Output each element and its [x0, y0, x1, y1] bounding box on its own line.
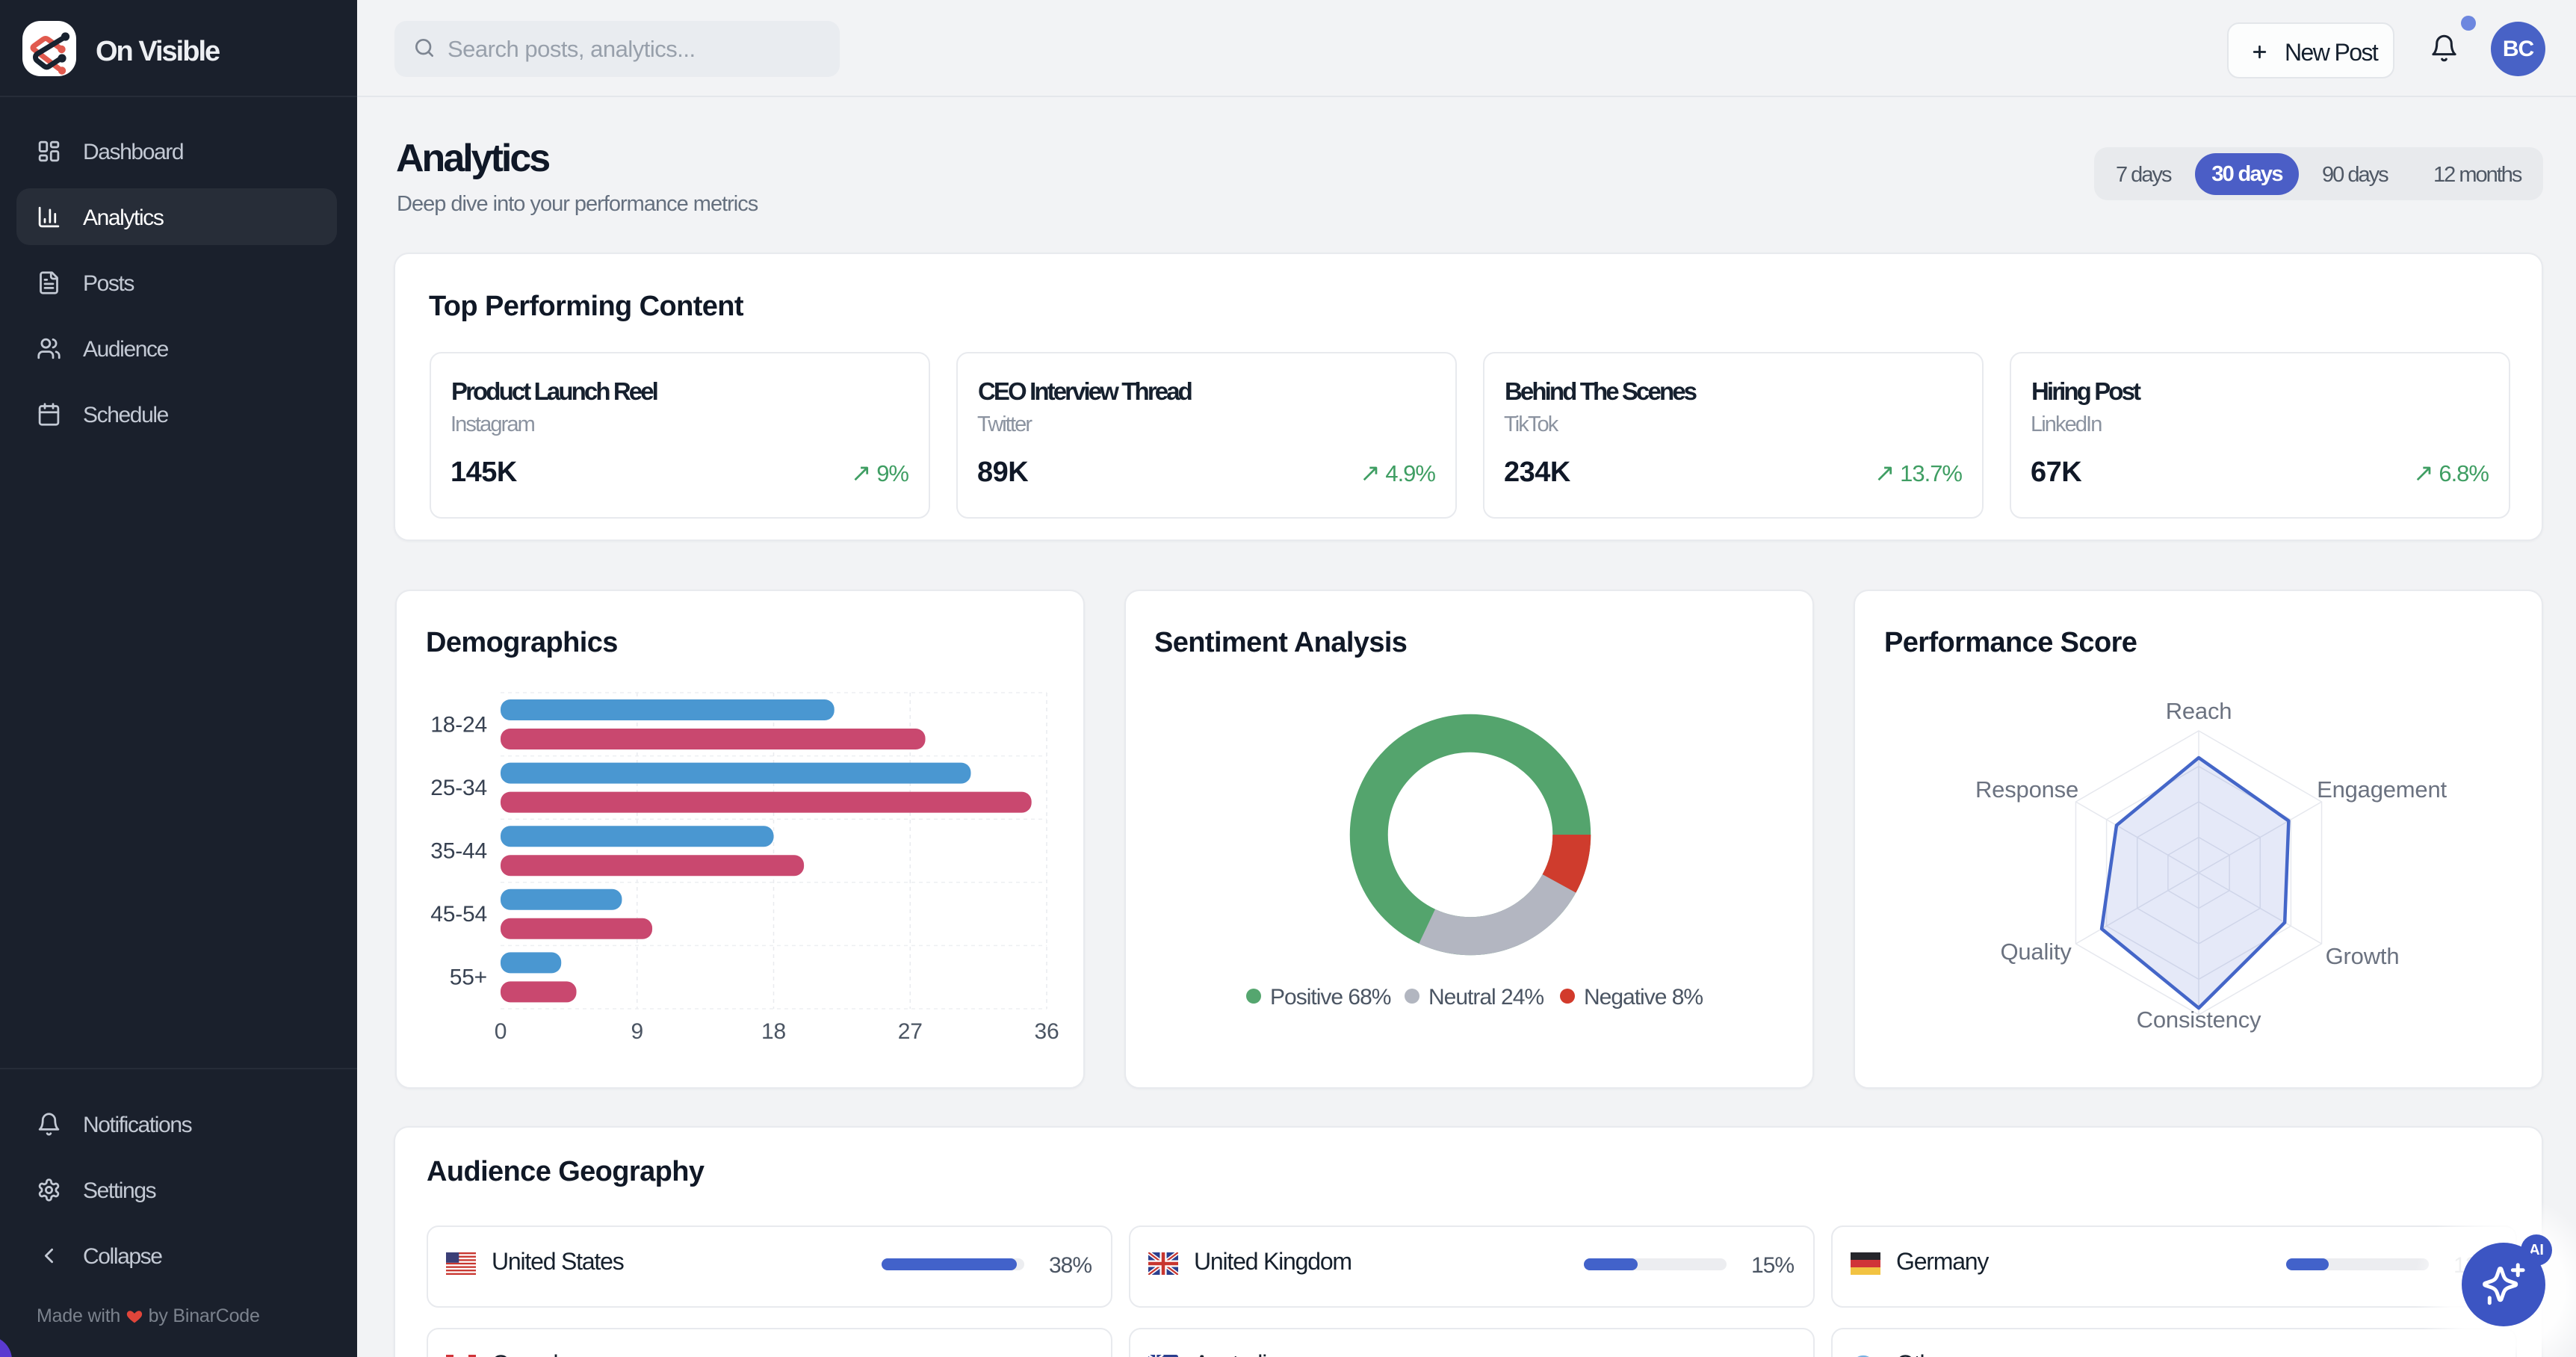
svg-text:55+: 55+ [450, 965, 487, 990]
svg-text:18: 18 [761, 1019, 786, 1044]
svg-text:Growth: Growth [2326, 943, 2400, 969]
svg-text:Reach: Reach [2166, 698, 2232, 724]
svg-text:35-44: 35-44 [430, 839, 487, 864]
svg-text:Quality: Quality [2000, 939, 2072, 965]
svg-text:27: 27 [898, 1019, 923, 1044]
svg-text:Neutral 24%: Neutral 24% [1428, 985, 1544, 1010]
svg-text:Response: Response [1975, 776, 2078, 803]
svg-text:9: 9 [631, 1019, 644, 1044]
svg-text:18-24: 18-24 [430, 712, 487, 737]
svg-text:Engagement: Engagement [2317, 776, 2447, 803]
svg-text:0: 0 [495, 1019, 507, 1044]
svg-text:Consistency: Consistency [2137, 1007, 2261, 1033]
svg-text:Positive 68%: Positive 68% [1270, 985, 1391, 1010]
svg-text:25-34: 25-34 [430, 776, 487, 800]
svg-text:45-54: 45-54 [430, 902, 487, 927]
svg-text:Negative 8%: Negative 8% [1584, 985, 1703, 1010]
svg-text:36: 36 [1035, 1019, 1059, 1044]
